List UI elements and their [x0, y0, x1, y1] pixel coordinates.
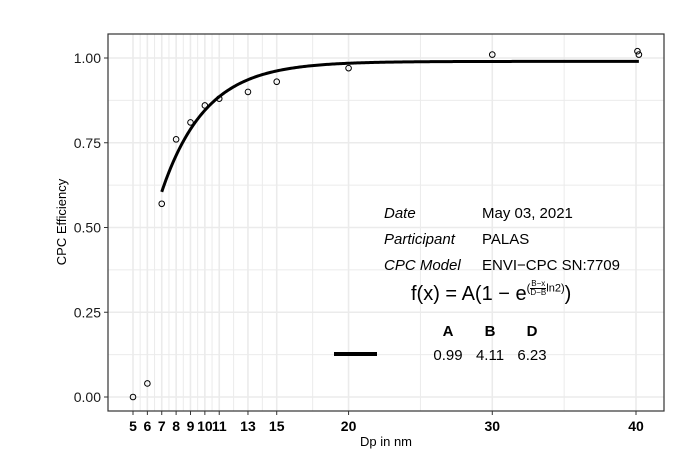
y-axis-title: CPC Efficiency — [54, 178, 69, 265]
x-tick-label: 15 — [269, 418, 285, 434]
annotation-table: Date May 03, 2021 Participant PALAS CPC Mo… — [384, 200, 620, 278]
data-point — [634, 47, 641, 55]
cpc-model-value: ENVI−CPC SN:7709 — [482, 256, 620, 274]
param-value-b: 4.11 — [475, 347, 505, 364]
x-axis: 5 6 7 8 9 10 11 13 15 20 30 40 — [129, 411, 644, 434]
date-row: Date May 03, 2021 — [384, 200, 620, 226]
data-point — [635, 51, 643, 58]
x-tick-label: 20 — [341, 418, 357, 434]
y-tick-label: 0.50 — [74, 220, 101, 236]
x-tick-label: 40 — [628, 418, 644, 434]
date-label: Date — [384, 204, 416, 222]
data-point — [158, 200, 166, 208]
param-header-b: B — [484, 323, 496, 340]
data-point — [244, 88, 252, 96]
data-point — [488, 51, 496, 58]
data-point — [129, 393, 137, 401]
participant-label: Participant — [384, 230, 455, 248]
data-point — [144, 380, 151, 387]
plot-panel-border — [107, 33, 665, 412]
grid-lines — [108, 34, 664, 411]
x-tick-label: 6 — [143, 418, 151, 434]
x-axis-title: Dp in nm — [360, 434, 412, 449]
formula-prefix: f(x) = A(1 − e — [411, 283, 527, 305]
x-tick-label: 9 — [187, 418, 195, 434]
formula-numerator: B−x — [530, 278, 547, 289]
fit-legend-key — [334, 352, 377, 356]
data-points — [129, 47, 643, 401]
param-header-a: A — [442, 323, 454, 340]
data-point — [187, 119, 194, 126]
date-value: May 03, 2021 — [482, 204, 573, 222]
y-tick-label: 0.00 — [74, 389, 101, 405]
data-point — [201, 102, 209, 109]
x-tick-label: 7 — [158, 418, 166, 434]
data-point — [215, 95, 223, 102]
param-value-a: 0.99 — [433, 347, 463, 364]
x-tick-label: 5 — [129, 418, 137, 434]
y-axis: 0.00 0.25 0.50 0.75 1.00 — [74, 50, 108, 405]
participant-row: Participant PALAS — [384, 226, 620, 252]
cpc-model-label: CPC Model — [384, 256, 461, 274]
x-tick-label: 11 — [212, 418, 227, 434]
y-tick-label: 0.25 — [74, 304, 101, 320]
data-point — [172, 136, 180, 143]
formula-denominator: D−B — [530, 287, 547, 297]
participant-value: PALAS — [482, 230, 530, 248]
formula-exponent: (B−x D−B ln2) — [526, 278, 565, 297]
x-tick-label: 13 — [240, 418, 256, 434]
y-tick-label: 0.75 — [74, 135, 101, 151]
formula-ln: ln2) — [546, 282, 565, 294]
x-tick-label: 30 — [484, 418, 500, 434]
data-point — [345, 64, 352, 72]
cpc-model-row: CPC Model ENVI−CPC SN:7709 — [384, 252, 620, 278]
x-tick-label: 8 — [172, 418, 180, 434]
formula-suffix: ) — [564, 283, 572, 305]
x-tick-label: 10 — [197, 418, 213, 434]
fit-params-table: A B D 0.99 4.11 6.23 — [426, 323, 554, 364]
fit-curve — [160, 59, 639, 193]
param-value-d: 6.23 — [517, 347, 547, 364]
data-point — [273, 78, 281, 86]
y-tick-label: 1.00 — [74, 50, 101, 66]
fit-formula: f(x) = A(1 − e(B−x D−B ln2)) — [411, 278, 572, 306]
param-header-d: D — [526, 323, 538, 340]
